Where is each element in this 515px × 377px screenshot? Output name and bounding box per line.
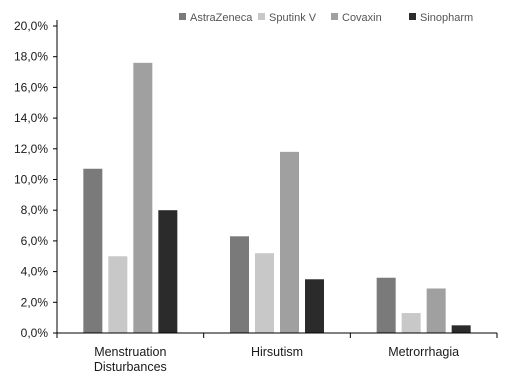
legend-swatch xyxy=(258,13,265,20)
bar-sinopharm xyxy=(451,325,471,333)
y-tick-label: 4,0% xyxy=(21,265,49,279)
bar-sinopharm xyxy=(305,279,324,333)
x-category-label: Menstruation xyxy=(94,345,166,359)
y-tick-label: 2,0% xyxy=(21,295,49,309)
legend-swatch xyxy=(409,13,416,20)
x-category-label: Hirsutism xyxy=(251,345,303,359)
y-tick-label: 16,0% xyxy=(14,80,48,94)
y-tick-label: 18,0% xyxy=(14,50,48,64)
bar-covaxin xyxy=(426,288,446,333)
legend-swatch xyxy=(179,13,186,20)
bar-covaxin xyxy=(133,62,153,334)
bar-covaxin xyxy=(280,151,299,333)
bar-astrazeneca xyxy=(83,168,103,333)
legend-label: Covaxin xyxy=(342,12,382,24)
y-tick-label: 14,0% xyxy=(14,111,48,125)
x-category-label: Metrorrhagia xyxy=(388,345,459,359)
bar-astrazeneca xyxy=(376,277,396,333)
legend-label: Sputink V xyxy=(269,12,317,24)
y-tick-label: 20,0% xyxy=(14,19,48,33)
y-tick-label: 10,0% xyxy=(14,173,48,187)
bar-sinopharm xyxy=(158,210,178,333)
legend-swatch xyxy=(331,13,338,20)
y-tick-label: 12,0% xyxy=(14,142,48,156)
bar-sputink-v xyxy=(108,256,128,333)
legend-label: AstraZeneca xyxy=(190,12,253,24)
bar-sputink-v xyxy=(401,313,421,333)
y-tick-label: 8,0% xyxy=(21,203,49,217)
bar-astrazeneca xyxy=(230,236,249,333)
y-tick-label: 0,0% xyxy=(21,326,49,340)
y-tick-label: 6,0% xyxy=(21,234,49,248)
legend-label: Sinopharm xyxy=(420,12,473,24)
x-category-label: Disturbances xyxy=(94,360,167,372)
bar-sputink-v xyxy=(255,253,274,333)
